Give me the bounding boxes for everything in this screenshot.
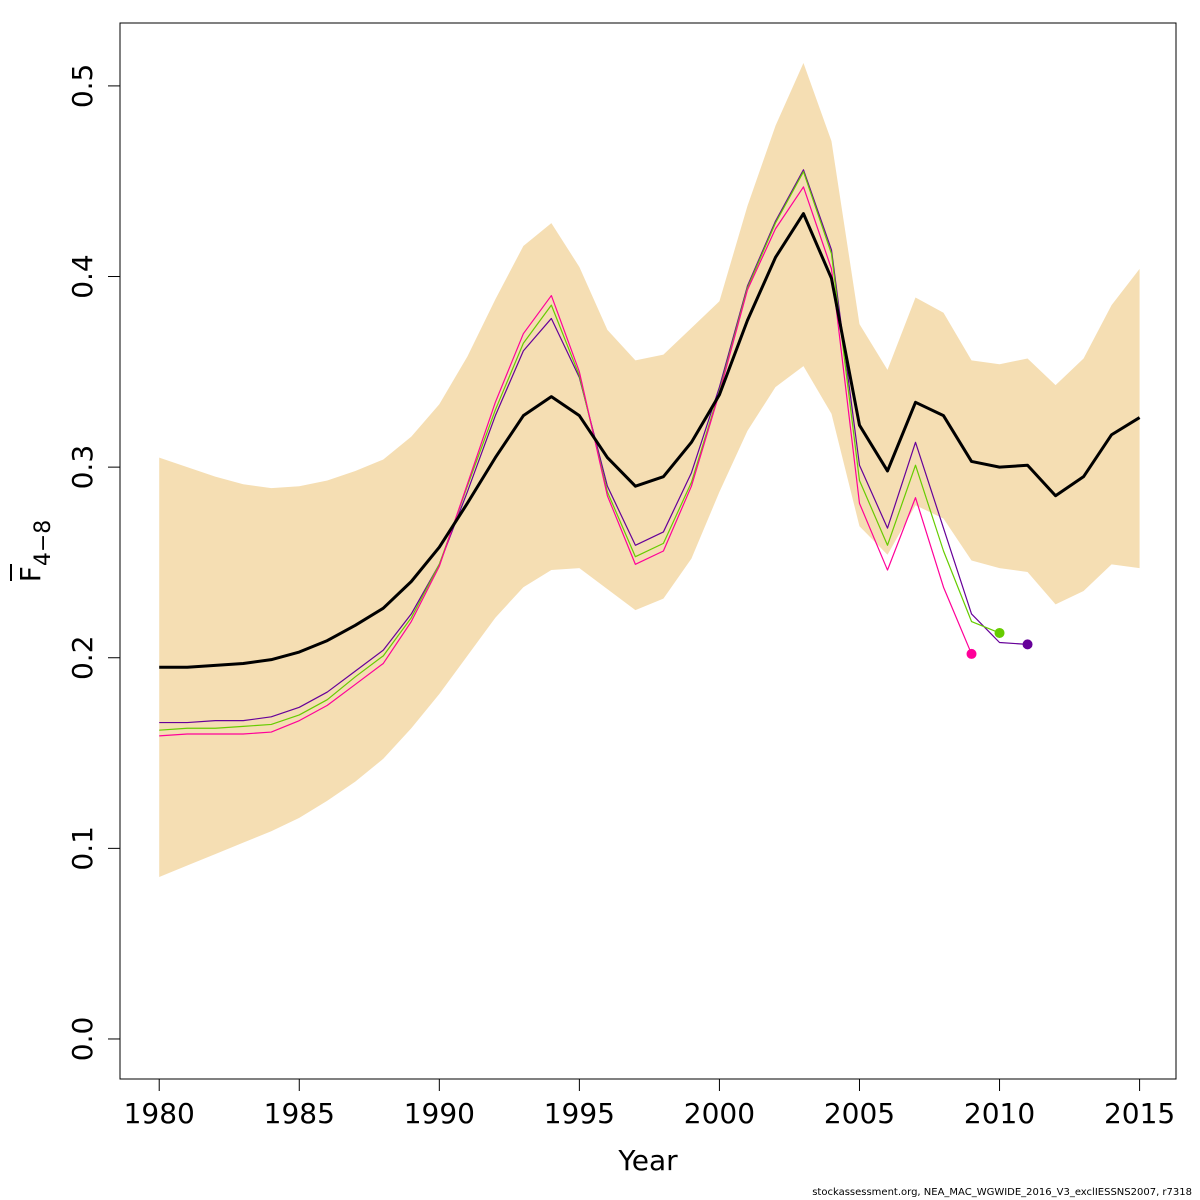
y-axis-title-main: F bbox=[14, 566, 47, 582]
confidence-band-layer bbox=[159, 63, 1140, 877]
y-tick-label: 0.1 bbox=[66, 826, 99, 871]
series-line-0 bbox=[159, 212, 1141, 669]
x-tick-label: 2005 bbox=[824, 1097, 895, 1130]
series-end-marker-1 bbox=[1022, 639, 1033, 650]
x-tick-label: 1990 bbox=[404, 1097, 475, 1130]
series-line-2 bbox=[159, 171, 1000, 731]
x-tick-label: 1985 bbox=[264, 1097, 335, 1130]
x-tick-label: 1995 bbox=[544, 1097, 615, 1130]
svg-text:F4−8: F4−8 bbox=[14, 520, 56, 583]
x-axis: 1980 1985 1990 1995 2000 2005 2010 2015 bbox=[124, 1078, 1175, 1130]
series-end-marker-2 bbox=[994, 627, 1005, 638]
y-axis: 0.0 0.1 0.2 0.3 0.4 0.5 bbox=[66, 64, 121, 1062]
series-layer bbox=[159, 169, 1141, 737]
x-axis-title: Year bbox=[617, 1144, 678, 1177]
x-tick-label: 2000 bbox=[684, 1097, 755, 1130]
y-axis-title-subscript: 4−8 bbox=[31, 520, 56, 566]
x-tick-label: 2010 bbox=[964, 1097, 1035, 1130]
y-tick-label: 0.3 bbox=[66, 445, 99, 490]
confidence-band bbox=[159, 63, 1140, 877]
y-tick-label: 0.0 bbox=[66, 1017, 99, 1062]
x-tick-label: 2015 bbox=[1104, 1097, 1175, 1130]
y-tick-label: 0.4 bbox=[66, 254, 99, 299]
x-tick-label: 1980 bbox=[124, 1097, 195, 1130]
y-tick-label: 0.2 bbox=[66, 635, 99, 680]
series-end-marker-3 bbox=[966, 648, 977, 659]
y-tick-label: 0.5 bbox=[66, 64, 99, 109]
y-axis-title: F4−8 bbox=[10, 520, 56, 583]
footer-credit: stockassessment.org, NEA_MAC_WGWIDE_2016… bbox=[812, 1187, 1192, 1198]
